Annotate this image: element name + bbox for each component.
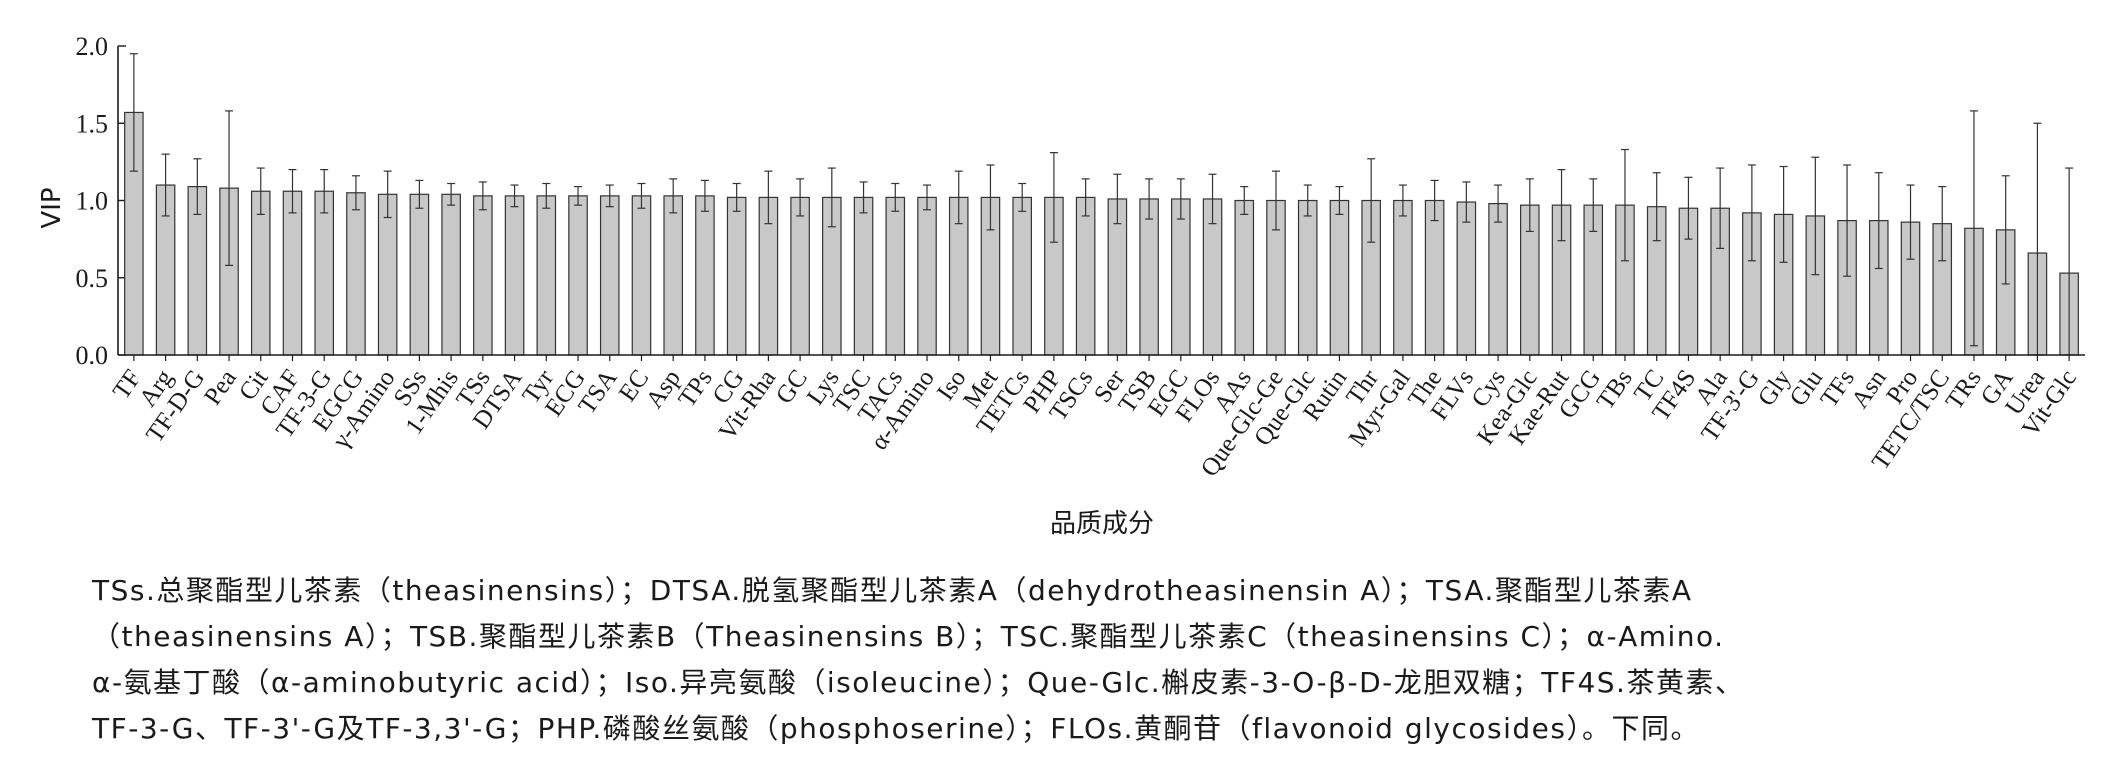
y-axis: 0.0 0.5 1.0 1.5 2.0 (76, 32, 126, 370)
caption-line: α-氨基丁酸（α-aminobutyric acid）；Iso.异亮氨酸（iso… (92, 666, 1745, 699)
bar (409, 193, 430, 356)
bar (1171, 198, 1191, 356)
x-axis-title: 品质成分 (1050, 509, 1154, 539)
caption-line: （theasinensins A）；TSB.聚酯型儿茶素B（Theasinens… (92, 620, 1725, 653)
bar (1424, 199, 1445, 356)
bar (695, 195, 715, 356)
bar (917, 196, 937, 356)
bar (282, 190, 303, 356)
y-tick-label: 0.5 (76, 264, 109, 293)
bar (1297, 199, 1318, 356)
vip-bar-chart: 0.0 0.5 1.0 1.5 2.0 TFArgTF-D-GPeaCitCAFTF-3… (37, 32, 2085, 539)
bar (1488, 202, 1508, 356)
y-tick-label: 2.0 (76, 32, 109, 61)
bar (473, 195, 493, 356)
bar (314, 190, 335, 356)
bar (536, 195, 557, 356)
bar (568, 195, 588, 356)
bar (1329, 199, 1350, 356)
bar (1456, 201, 1477, 356)
bar (631, 195, 652, 356)
y-axis-title: VIP (37, 187, 67, 228)
bar (790, 196, 810, 356)
caption-line: TSs.总聚酯型儿茶素（theasinensins）；DTSA.脱氢聚酯型儿茶素… (92, 574, 1693, 607)
bar (441, 193, 461, 356)
bar (1393, 199, 1413, 356)
bar (1234, 199, 1255, 356)
bar (346, 192, 366, 356)
bar (377, 193, 398, 356)
y-tick-label: 0.0 (76, 341, 109, 370)
bar (663, 195, 684, 356)
bar (885, 196, 906, 356)
figure-caption: TSs.总聚酯型儿茶素（theasinensins）；DTSA.脱氢聚酯型儿茶素… (92, 568, 2052, 752)
y-tick-label: 1.0 (76, 187, 109, 216)
bar (1075, 196, 1096, 356)
bar (250, 190, 271, 356)
bars-group (124, 53, 2079, 356)
bar (599, 195, 620, 356)
caption-line: TF-3-G、TF-3'-G及TF-3,3'-G；PHP.磷酸丝氨酸（phosp… (92, 712, 1700, 745)
bar (853, 196, 874, 356)
x-axis: TFArgTF-D-GPeaCitCAFTF-3-GEGCGγ-AminoSSs… (108, 354, 2085, 482)
bar (1012, 196, 1032, 356)
bar (726, 196, 747, 356)
bar (504, 195, 525, 356)
bar (1139, 198, 1159, 356)
y-tick-label: 1.5 (76, 109, 109, 138)
